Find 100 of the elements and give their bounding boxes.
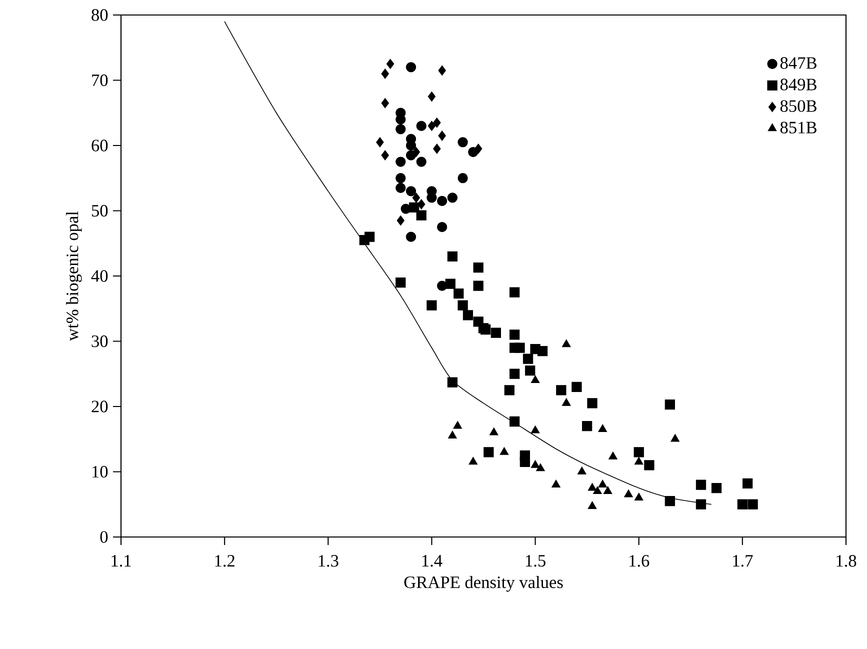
point	[448, 430, 457, 439]
point	[504, 385, 514, 396]
point	[426, 192, 437, 203]
point	[500, 447, 509, 455]
point	[510, 368, 520, 379]
legend-label: 850B	[780, 100, 816, 112]
point	[588, 482, 597, 491]
point	[433, 118, 441, 128]
point	[396, 173, 406, 184]
point	[458, 173, 468, 184]
y-tick-label: 0	[100, 531, 108, 543]
point	[530, 426, 540, 434]
point	[510, 330, 520, 340]
point	[480, 324, 491, 335]
point	[490, 328, 501, 338]
point	[520, 456, 530, 468]
point	[562, 339, 571, 348]
point	[438, 130, 446, 141]
point	[634, 447, 644, 458]
point	[426, 300, 437, 310]
point	[510, 287, 520, 298]
point	[664, 399, 675, 410]
point	[634, 456, 644, 465]
legend-label: 849B	[780, 78, 816, 90]
point	[396, 277, 406, 288]
x-tick-label: 1.8	[836, 555, 856, 567]
point	[458, 300, 468, 310]
point	[562, 398, 571, 406]
x-axis-title: GRAPE density values	[404, 576, 563, 592]
point	[536, 463, 545, 472]
point	[406, 232, 416, 242]
point	[522, 354, 534, 364]
point	[670, 434, 680, 442]
point	[473, 280, 484, 291]
point	[468, 456, 478, 465]
point	[447, 192, 458, 203]
y-tick-label: 60	[92, 140, 108, 152]
point	[696, 499, 706, 510]
point	[525, 366, 536, 376]
point	[537, 346, 548, 356]
point	[416, 120, 426, 131]
point	[474, 144, 482, 154]
point	[453, 420, 462, 429]
point	[644, 460, 654, 470]
point	[587, 398, 598, 408]
point	[381, 68, 389, 79]
y-tick-label: 80	[92, 9, 108, 21]
x-tick-label: 1.5	[526, 555, 546, 567]
x-tick-label: 1.6	[630, 555, 650, 567]
y-tick-label: 40	[91, 270, 108, 282]
point	[664, 496, 675, 506]
point	[696, 480, 706, 490]
point	[484, 447, 494, 458]
point	[447, 251, 458, 262]
point	[447, 377, 458, 388]
y-tick-label: 50	[92, 204, 108, 217]
point	[582, 420, 592, 432]
x-tick-label: 1.7	[733, 555, 753, 567]
x-tick-label: 1.1	[112, 555, 131, 567]
point	[406, 62, 416, 72]
point	[530, 460, 540, 468]
point	[510, 416, 520, 427]
point	[381, 150, 389, 160]
point	[396, 182, 406, 193]
point	[454, 288, 464, 299]
point	[748, 499, 758, 510]
point	[438, 65, 446, 76]
point	[396, 124, 406, 134]
point	[742, 478, 753, 489]
legend-label: 851B	[780, 122, 816, 134]
point	[593, 486, 602, 494]
point	[416, 210, 426, 220]
point	[428, 91, 436, 102]
x-tick-label: 1.3	[318, 555, 338, 567]
point	[437, 196, 448, 206]
point	[489, 428, 498, 436]
point	[445, 278, 456, 289]
point	[514, 342, 525, 353]
point	[386, 58, 394, 70]
point	[364, 232, 375, 242]
point	[462, 310, 474, 320]
x-tick-label: 1.4	[422, 555, 442, 567]
point	[634, 492, 644, 501]
point	[572, 382, 582, 392]
y-tick-label: 30	[92, 335, 108, 348]
point	[417, 199, 426, 210]
point	[711, 482, 722, 494]
point	[556, 385, 566, 396]
point	[406, 186, 416, 196]
point	[396, 215, 405, 226]
point	[376, 137, 384, 148]
point	[437, 222, 448, 232]
point	[473, 262, 484, 273]
point	[737, 499, 748, 510]
y-tick-label: 70	[92, 74, 108, 86]
point	[608, 452, 618, 460]
point	[433, 144, 441, 154]
point	[396, 156, 406, 167]
x-tick-label: 1.2	[215, 555, 234, 567]
point	[416, 156, 426, 167]
